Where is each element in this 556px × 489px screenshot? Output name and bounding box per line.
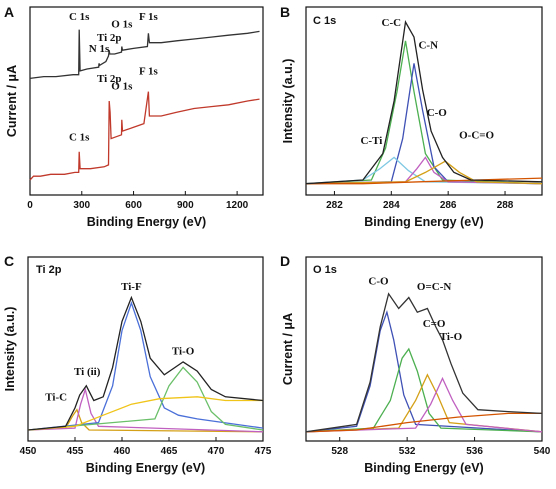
panel-d: 528 532 536 540 Binding Energy (eV) Current /…: [280, 253, 551, 475]
x-axis-label: Binding Energy (eV): [364, 461, 483, 475]
panel-letter: D: [280, 253, 290, 269]
x-tick-label: 536: [466, 446, 483, 457]
x-tick-label: 284: [383, 200, 400, 211]
peak-label: C-N: [418, 39, 438, 51]
peak-label: N 1s: [89, 43, 110, 55]
series-2: [29, 91, 260, 181]
y-axis-label: Current / μA: [281, 313, 295, 385]
y-axis-label: Intensity (a.u.): [281, 59, 295, 144]
series-6: [306, 177, 543, 185]
peak-label: Ti 2p: [97, 73, 122, 85]
panel-title: O 1s: [313, 264, 337, 276]
x-tick-label: 455: [67, 446, 84, 457]
peak-label: Ti (ii): [74, 366, 101, 378]
x-tick-label: 300: [73, 200, 90, 211]
peak-label: C 1s: [69, 11, 90, 23]
peak-label: F 1s: [139, 11, 159, 23]
x-tick-label: 460: [114, 446, 131, 457]
peak-label: C-Ti: [360, 135, 382, 147]
series-ti-ii-: [27, 387, 264, 433]
plot-frame: [305, 6, 543, 196]
peak-label: C-O: [368, 276, 389, 288]
series-c-c: [305, 40, 543, 185]
series-ti-o: [27, 366, 264, 431]
series-6: [305, 292, 543, 433]
peak-label: C-O: [427, 107, 448, 119]
series-5: [27, 396, 263, 431]
series-2: [305, 347, 543, 433]
series-ti-o: [305, 376, 543, 433]
panel-letter: C: [4, 253, 14, 269]
peak-label: C-C: [382, 17, 402, 29]
panel-b: 282 284 286 288 Binding Energy (eV) Intensity…: [280, 4, 543, 229]
x-tick-label: 900: [177, 200, 194, 211]
peak-label: O 1s: [111, 81, 133, 93]
x-tick-label: 286: [440, 200, 457, 211]
peak-label: O 1s: [111, 19, 133, 31]
peak-label: O=C-N: [417, 281, 451, 293]
x-axis-label: Binding Energy (eV): [86, 461, 205, 475]
series-c-o: [305, 373, 543, 433]
panel-title: Ti 2p: [36, 264, 62, 276]
x-tick-label: 475: [255, 446, 272, 457]
series-7: [305, 20, 543, 185]
x-tick-label: 450: [20, 446, 37, 457]
series-c-o: [305, 309, 543, 433]
series-1: [29, 29, 260, 80]
x-axis-label: Binding Energy (eV): [87, 215, 206, 229]
plot-frame: [29, 6, 264, 196]
panel-c: 450 455 460 465 470 475 Binding Energy (eV) Int…: [3, 253, 272, 475]
peak-label: Ti-O: [440, 331, 463, 343]
x-tick-label: 0: [27, 200, 33, 211]
plot-frame: [305, 256, 543, 442]
x-tick-label: 288: [497, 200, 514, 211]
peak-label: O-C=O: [459, 130, 494, 142]
series-ti-f: [27, 300, 264, 431]
x-tick-label: 540: [534, 446, 551, 457]
peak-label: Ti-O: [172, 346, 195, 358]
x-axis-label: Binding Energy (eV): [364, 215, 483, 229]
x-tick-label: 528: [331, 446, 348, 457]
peak-label: C 1s: [69, 131, 90, 143]
peak-label: F 1s: [139, 66, 159, 78]
plot-frame: [27, 256, 264, 442]
panel-letter: B: [280, 4, 290, 20]
x-tick-label: 465: [161, 446, 178, 457]
series-c-n: [305, 63, 543, 185]
x-tick-label: 600: [125, 200, 142, 211]
panel-a: 0 300 600 900 1200 Binding Energy (eV) Current…: [4, 4, 264, 229]
panel-letter: A: [4, 4, 14, 20]
series-6: [27, 295, 264, 431]
x-tick-label: 532: [399, 446, 416, 457]
series-5: [305, 412, 542, 433]
x-tick-label: 470: [208, 446, 225, 457]
peak-label: Ti-F: [121, 281, 142, 293]
x-tick-label: 282: [326, 200, 343, 211]
x-tick-label: 1200: [226, 200, 249, 211]
y-axis-label: Current / μA: [5, 65, 19, 137]
peak-label: C=O: [423, 318, 446, 330]
panel-title: C 1s: [313, 15, 336, 27]
peak-label: Ti-C: [45, 392, 67, 404]
peak-label: Ti 2p: [97, 32, 122, 44]
y-axis-label: Intensity (a.u.): [3, 307, 17, 392]
